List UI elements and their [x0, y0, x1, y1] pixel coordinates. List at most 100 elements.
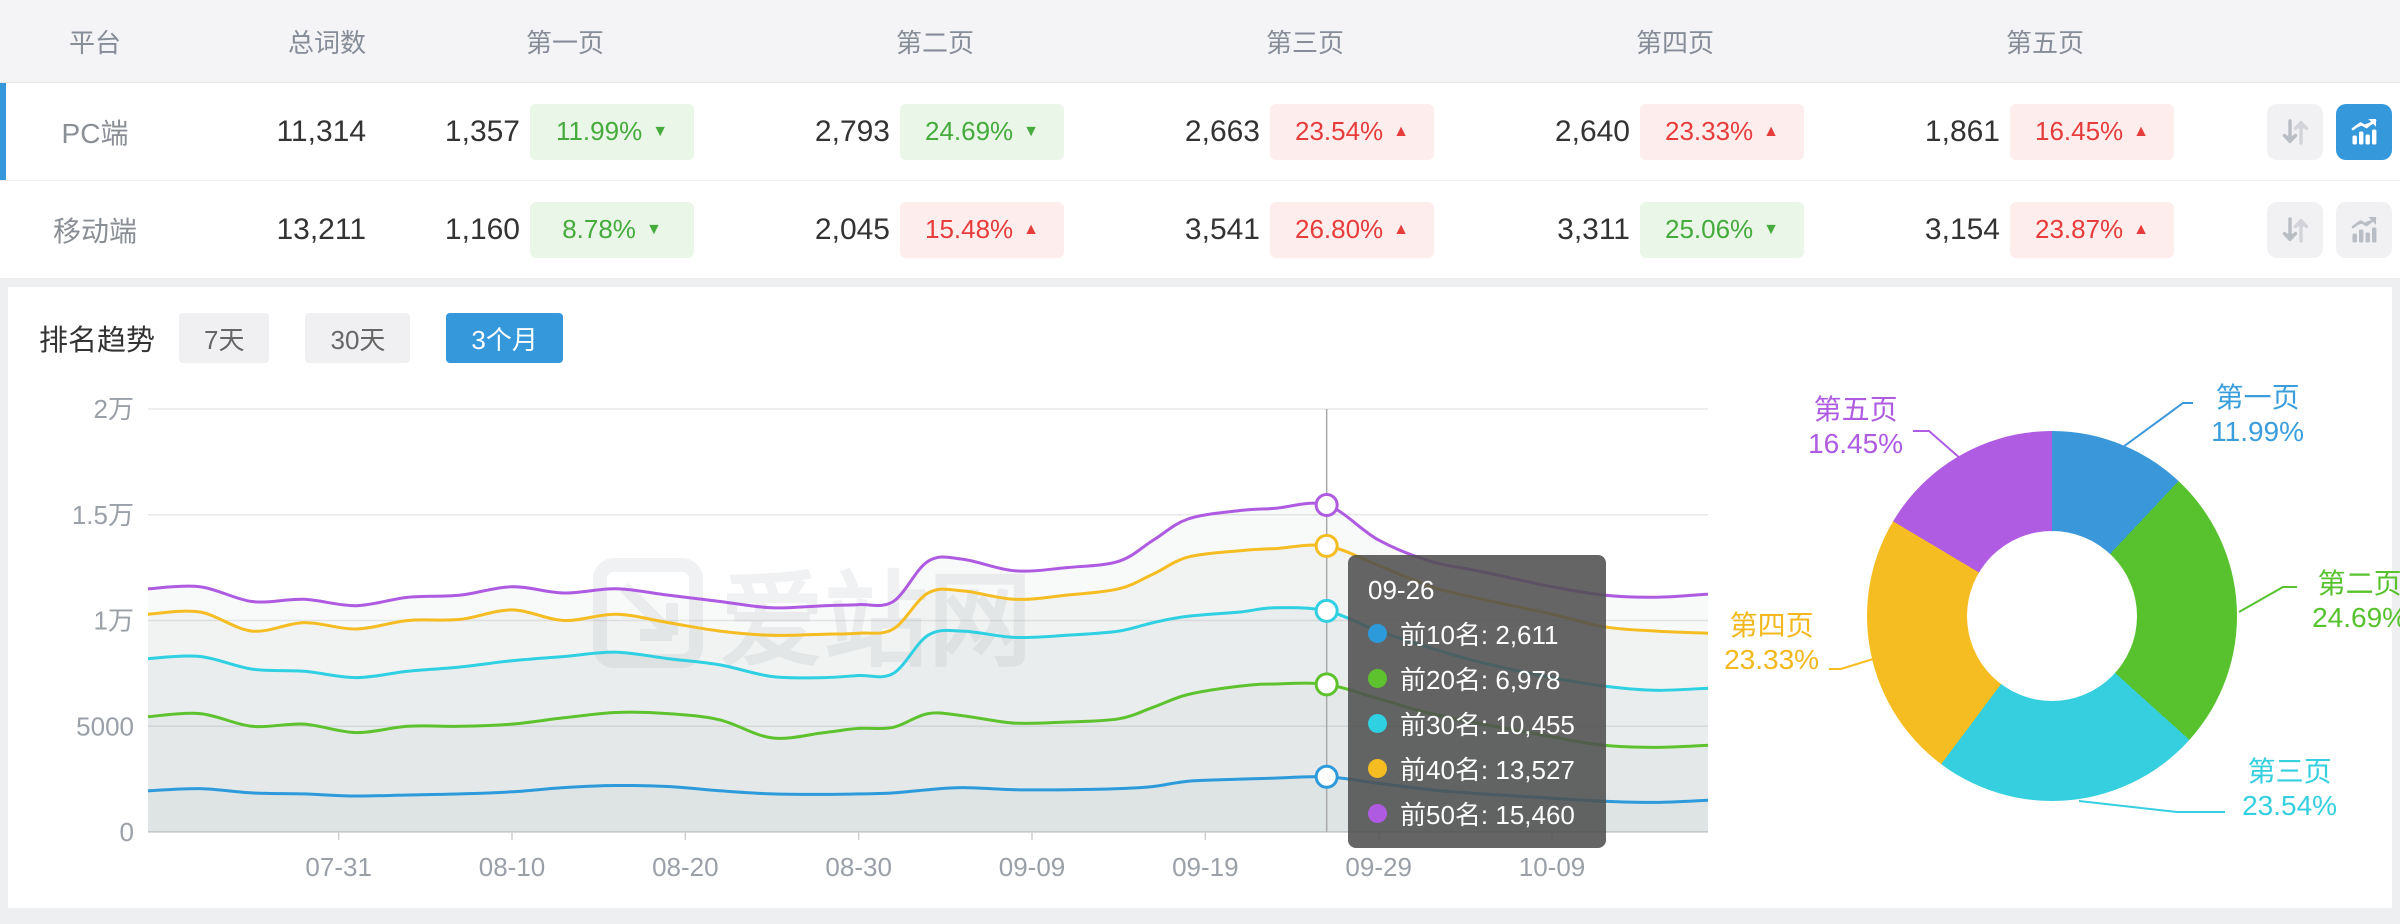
page4-pct-badge: 23.33% ▲	[1640, 103, 1804, 160]
page4-pct-badge: 25.06% ▼	[1640, 201, 1804, 258]
series-dot-icon	[1368, 714, 1387, 733]
donut-label-page3: 第三页 23.54%	[2242, 756, 2338, 821]
svg-text:09-29: 09-29	[1345, 852, 1412, 882]
page3-pct-badge: 26.80% ▲	[1270, 201, 1434, 258]
platform-label: PC端	[61, 117, 129, 149]
page3-pct-badge: 23.54% ▲	[1270, 103, 1434, 160]
tooltip-row: 前40名: 13,527	[1368, 746, 1586, 791]
page3-count: 3,541	[1184, 212, 1260, 246]
trend-arrow-icon: ▲	[2133, 122, 2150, 140]
series-dot-icon	[1368, 669, 1387, 688]
donut-label-page5: 第五页 16.45%	[1808, 394, 1904, 459]
donut-label-page4: 第四页 23.33%	[1724, 610, 1820, 675]
table-row-pc[interactable]: PC端 11,314 1,357 11.99% ▼ 2,793 24.69% ▼ 2…	[0, 83, 2400, 181]
svg-text:09-09: 09-09	[999, 852, 1066, 882]
page2-count: 2,793	[814, 114, 890, 148]
svg-text:08-30: 08-30	[825, 852, 892, 882]
page1-count: 1,160	[444, 212, 520, 246]
tooltip-date: 09-26	[1368, 575, 1435, 605]
page2-count: 2,045	[814, 212, 890, 246]
page2-cell: 2,045 15.48% ▲	[750, 201, 1120, 258]
svg-text:爱站网: 爱站网	[720, 564, 1032, 680]
donut-hole	[1966, 531, 2137, 701]
trend-arrow-icon: ▼	[1023, 122, 1040, 140]
tooltip-row: 前50名: 15,460	[1368, 791, 1586, 836]
trend-chart-button[interactable]	[2336, 103, 2392, 160]
svg-text:2万: 2万	[94, 394, 134, 424]
range-tabs: 7天 30天 3个月	[179, 313, 563, 363]
svg-text:10-09: 10-09	[1519, 852, 1586, 882]
series-dot-icon	[1368, 804, 1387, 823]
row-actions	[2230, 201, 2400, 258]
svg-text:0: 0	[120, 817, 134, 847]
page4-cell: 2,640 23.33% ▲	[1490, 103, 1860, 160]
tab-3-months[interactable]: 3个月	[446, 313, 563, 363]
sort-button[interactable]	[2267, 201, 2323, 258]
page3-cell: 3,541 26.80% ▲	[1120, 201, 1490, 258]
tab-30-days[interactable]: 30天	[305, 313, 411, 363]
page3-count: 2,663	[1184, 114, 1260, 148]
total-words: 13,211	[276, 212, 366, 246]
page5-count: 1,861	[1924, 114, 2000, 148]
svg-text:1万: 1万	[94, 606, 134, 636]
charts-area: 0 5000 1万 1.5万 2万爱站网 07-31 08-10 08-20 08-30 09-0…	[8, 369, 2400, 908]
page2-cell: 2,793 24.69% ▼	[750, 103, 1120, 160]
page1-cell: 1,357 11.99% ▼	[380, 103, 750, 160]
trend-arrow-icon: ▼	[652, 122, 669, 140]
page2-pct-badge: 15.48% ▲	[900, 201, 1064, 258]
trend-toolbar: 排名趋势 7天 30天 3个月	[8, 287, 2392, 363]
tab-7-days[interactable]: 7天	[179, 313, 270, 363]
page1-pct-badge: 11.99% ▼	[530, 103, 694, 160]
page5-pct-badge: 16.45% ▲	[2010, 103, 2174, 160]
svg-text:09-19: 09-19	[1172, 852, 1239, 882]
trend-chart-button[interactable]	[2336, 201, 2392, 258]
col-header-page2: 第二页	[895, 27, 974, 58]
donut-label-page2: 第二页 24.69%	[2312, 568, 2400, 633]
col-header-platform: 平台	[68, 27, 121, 58]
page4-count: 3,311	[1557, 212, 1630, 246]
sort-button[interactable]	[2267, 103, 2323, 160]
page1-count: 1,357	[444, 114, 520, 148]
section-divider	[0, 279, 2400, 287]
trend-title: 排名趋势	[39, 325, 156, 357]
page3-cell: 2,663 23.54% ▲	[1120, 103, 1490, 160]
trend-arrow-icon: ▲	[1393, 220, 1410, 238]
trend-arrow-icon: ▼	[1763, 220, 1780, 238]
trend-arrow-icon: ▲	[1393, 122, 1410, 140]
trend-arrow-icon: ▲	[2133, 220, 2150, 238]
page4-count: 2,640	[1554, 114, 1630, 148]
page1-pct-badge: 8.78% ▼	[530, 201, 694, 258]
page5-cell: 1,861 16.45% ▲	[1860, 103, 2230, 160]
col-header-page4: 第四页	[1635, 27, 1714, 58]
donut-label-page1: 第一页 11.99%	[2211, 382, 2305, 447]
trend-arrow-icon: ▲	[1023, 220, 1040, 238]
platform-label: 移动端	[52, 215, 137, 247]
keyword-stats-table: 平台 总词数 第一页 第二页 第三页 第四页 第五页 PC端 11,314 1,…	[0, 0, 2400, 279]
row-actions	[2230, 103, 2400, 160]
page5-count: 3,154	[1924, 212, 2000, 246]
trend-arrow-icon: ▼	[645, 220, 662, 238]
tooltip-row: 前20名: 6,978	[1368, 656, 1586, 701]
page5-cell: 3,154 23.87% ▲	[1860, 201, 2230, 258]
series-dot-icon	[1368, 624, 1387, 643]
svg-text:08-20: 08-20	[652, 852, 719, 882]
col-header-total: 总词数	[287, 27, 366, 58]
trend-line-chart[interactable]: 0 5000 1万 1.5万 2万爱站网 07-31 08-10 08-20 08-30 09-0…	[8, 369, 1709, 908]
tooltip-row: 前30名: 10,455	[1368, 701, 1586, 746]
svg-text:07-31: 07-31	[305, 852, 372, 882]
series-dot-icon	[1368, 759, 1387, 778]
table-row-mobile[interactable]: 移动端 13,211 1,160 8.78% ▼ 2,045 15.48% ▲ 3,…	[0, 181, 2400, 279]
col-header-page5: 第五页	[2005, 27, 2084, 58]
total-words: 11,314	[276, 114, 366, 148]
page2-pct-badge: 24.69% ▼	[900, 103, 1064, 160]
trend-arrow-icon: ▲	[1763, 122, 1780, 140]
table-header-row: 平台 总词数 第一页 第二页 第三页 第四页 第五页	[0, 0, 2400, 83]
svg-text:1.5万: 1.5万	[72, 500, 134, 530]
svg-text:08-10: 08-10	[479, 852, 546, 882]
col-header-page3: 第三页	[1265, 27, 1344, 58]
donut-leader-lines	[1828, 402, 2297, 813]
col-header-page1: 第一页	[525, 27, 604, 58]
trend-card: 排名趋势 7天 30天 3个月 0 5000 1万 1.5万 2万爱站网 07-31 08-…	[8, 287, 2400, 908]
page5-pct-badge: 23.87% ▲	[2010, 201, 2174, 258]
page-distribution-chart: 第一页 11.99% 第二页 24.69% 第三页 23.54% 第四页 23.33% …	[1707, 369, 2400, 908]
